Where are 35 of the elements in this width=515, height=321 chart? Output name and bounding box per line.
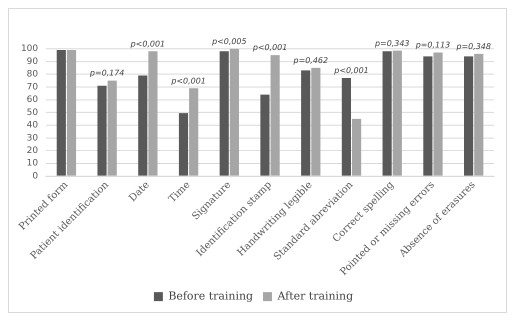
bar xyxy=(230,48,239,176)
bar xyxy=(311,68,320,176)
bar xyxy=(260,94,270,176)
bar xyxy=(66,50,76,176)
y-tick-label: 40 xyxy=(26,120,38,131)
bar xyxy=(56,50,66,176)
y-tick-label: 20 xyxy=(26,146,38,156)
y-tick-label: 30 xyxy=(26,133,38,144)
legend-label: Before training xyxy=(168,289,254,302)
y-tick-label: 90 xyxy=(26,56,38,67)
bar xyxy=(108,80,117,176)
y-tick-label: 70 xyxy=(26,82,38,92)
y-tick-label: 60 xyxy=(26,95,38,106)
legend-label: After training xyxy=(276,289,354,302)
bar xyxy=(189,88,198,176)
y-tick-label: 80 xyxy=(26,70,38,80)
bar xyxy=(178,113,188,176)
bar xyxy=(464,56,474,176)
bar xyxy=(382,51,392,176)
bar xyxy=(352,118,362,176)
bar xyxy=(138,75,148,176)
bar xyxy=(301,70,310,176)
bar xyxy=(148,51,158,176)
bar xyxy=(270,55,280,176)
bar xyxy=(474,54,484,176)
y-tick-label: 0 xyxy=(32,171,38,182)
bar xyxy=(392,50,402,176)
y-tick-label: 100 xyxy=(20,44,38,54)
y-tick-label: 10 xyxy=(26,158,38,169)
bar xyxy=(433,52,443,176)
bar xyxy=(342,78,351,176)
bar xyxy=(97,86,107,176)
bar xyxy=(423,56,432,176)
bar xyxy=(220,51,229,176)
y-tick-label: 50 xyxy=(26,108,38,118)
